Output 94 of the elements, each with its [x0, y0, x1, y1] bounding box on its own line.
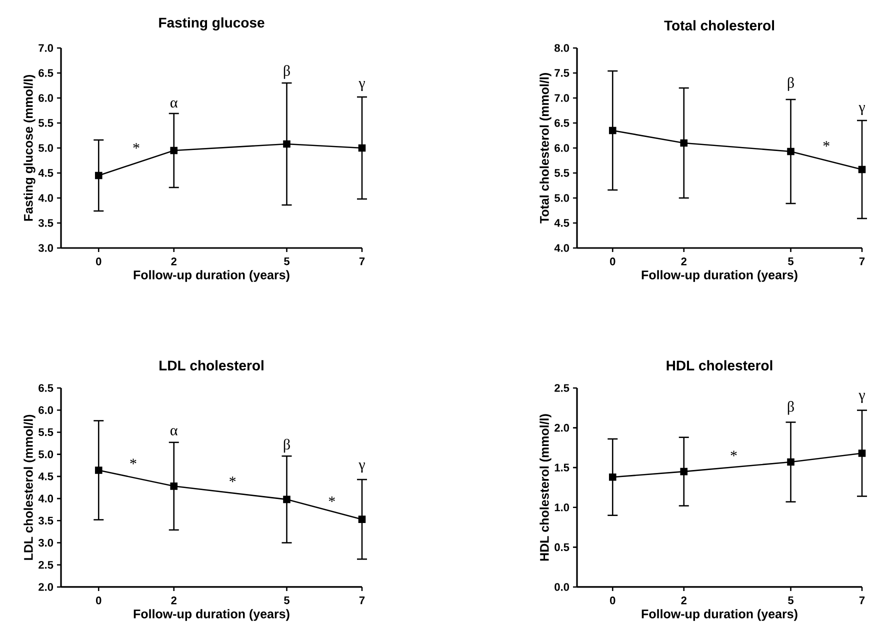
x-tick-label: 0 — [96, 258, 102, 266]
annotation: β — [788, 77, 794, 91]
point — [608, 473, 616, 481]
y-tick-label: 6.5 — [38, 384, 54, 392]
point — [787, 458, 794, 466]
y-tick-label: 4.0 — [38, 194, 54, 202]
x-axis-title: Follow-up duration (years) — [642, 609, 798, 621]
annotation: α — [170, 100, 178, 108]
x-axis-title: Follow-up duration (years) — [642, 270, 798, 282]
y-tick-label: 3.5 — [38, 219, 54, 227]
annotation: γ — [858, 104, 865, 116]
x-tick-label: 5 — [788, 258, 794, 266]
y-axis-title: Fasting glucose (mmol/l) — [24, 74, 36, 221]
x-tick-label: 7 — [859, 596, 865, 604]
y-tick-label: 7.0 — [38, 44, 54, 52]
y-tick-label: 4.5 — [38, 472, 54, 480]
y-tick-label: 0.5 — [554, 543, 570, 552]
annotation: * — [130, 458, 136, 464]
annotation: * — [730, 450, 737, 456]
point — [170, 482, 178, 490]
y-tick-label: 5.5 — [554, 169, 570, 177]
y-tick-label: 2.5 — [38, 560, 54, 569]
point — [94, 172, 102, 180]
annotation: γ — [358, 462, 365, 473]
x-tick-label: 5 — [788, 596, 794, 604]
y-tick-label: 5.0 — [38, 450, 54, 458]
x-tick-label: 7 — [359, 596, 365, 604]
chart-title: HDL cholesterol — [666, 360, 772, 370]
y-tick-label: 5.5 — [38, 428, 54, 436]
y-tick-label: 3.5 — [38, 516, 54, 525]
x-tick-label: 5 — [284, 596, 290, 604]
chart-title: Fasting glucose — [159, 17, 264, 30]
annotation: * — [230, 476, 236, 482]
x-tick-label: 2 — [171, 596, 176, 604]
point — [283, 496, 290, 504]
annotation: γ — [858, 392, 865, 403]
point — [858, 166, 866, 174]
point — [170, 146, 178, 154]
y-tick-label: 6.5 — [554, 119, 570, 127]
y-tick-label: 7.0 — [554, 94, 570, 102]
y-tick-label: 8.0 — [554, 44, 570, 52]
y-tick-label: 6.0 — [38, 94, 54, 102]
chart-title: LDL cholesterol — [160, 360, 264, 370]
x-tick-label: 0 — [610, 596, 616, 604]
annotation: β — [284, 65, 290, 79]
y-tick-label: 6.5 — [38, 69, 54, 77]
annotation: α — [170, 428, 178, 436]
point — [283, 140, 290, 148]
x-tick-label: 2 — [681, 596, 686, 604]
y-tick-label: 3.0 — [38, 538, 54, 547]
x-tick-label: 2 — [171, 258, 176, 266]
annotation: β — [788, 401, 794, 415]
y-tick-label: 5.0 — [554, 194, 570, 202]
annotation: γ — [358, 80, 365, 92]
point — [94, 466, 102, 474]
y-tick-label: 2.0 — [554, 424, 570, 432]
y-axis-title: HDL cholesterol (mmol/l) — [540, 414, 552, 561]
x-tick-label: 0 — [96, 596, 102, 604]
point — [680, 139, 688, 147]
point — [358, 144, 366, 152]
y-tick-label: 4.5 — [554, 219, 570, 227]
y-tick-label: 6.0 — [554, 144, 570, 152]
annotation: * — [328, 496, 335, 502]
y-tick-label: 4.5 — [38, 169, 54, 177]
y-tick-label: 7.5 — [554, 69, 570, 77]
x-tick-label: 5 — [284, 258, 290, 266]
y-tick-label: 2.0 — [38, 583, 54, 591]
y-tick-label: 4.0 — [38, 494, 54, 502]
y-axis-title: Total cholesterol (mmol/l) — [540, 73, 552, 224]
y-tick-label: 5.5 — [38, 119, 54, 127]
annotation: * — [133, 143, 140, 149]
annotation: * — [823, 141, 830, 147]
y-tick-label: 6.0 — [38, 406, 54, 414]
point — [680, 468, 688, 476]
y-tick-label: 1.0 — [554, 504, 570, 512]
x-tick-label: 2 — [681, 258, 686, 266]
x-tick-label: 0 — [610, 258, 616, 266]
y-tick-label: 1.5 — [554, 464, 570, 472]
x-tick-label: 7 — [859, 258, 865, 266]
point — [358, 516, 366, 523]
y-tick-label: 3.0 — [38, 244, 54, 252]
x-tick-label: 7 — [359, 258, 365, 266]
y-tick-label: 4.0 — [554, 244, 570, 252]
y-axis-title: LDL cholesterol (mmol/l) — [24, 414, 36, 560]
y-tick-label: 5.0 — [38, 144, 54, 152]
annotation: β — [284, 438, 290, 453]
point — [608, 126, 616, 134]
x-axis-title: Follow-up duration (years) — [134, 609, 290, 621]
point — [858, 450, 866, 457]
y-tick-label: 0.0 — [554, 583, 570, 591]
y-tick-label: 2.5 — [554, 384, 570, 392]
x-axis-title: Follow-up duration (years) — [134, 270, 290, 282]
chart-title: Total cholesterol — [664, 20, 774, 30]
point — [787, 148, 794, 156]
